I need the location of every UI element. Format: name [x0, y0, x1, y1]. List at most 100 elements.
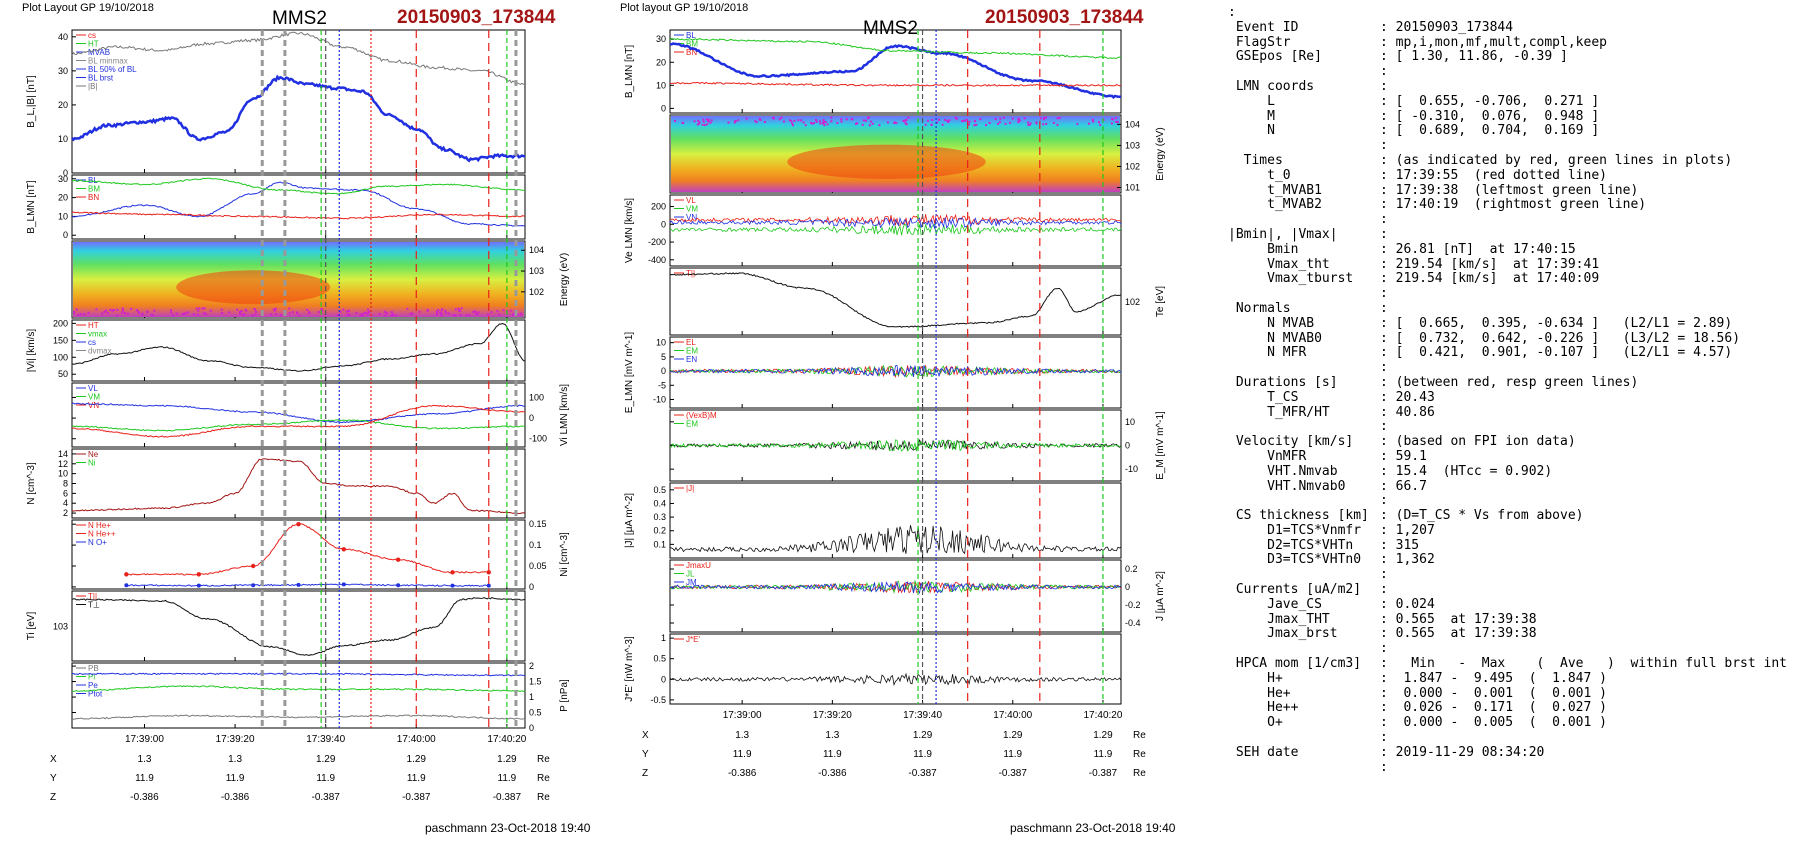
spacecraft-title: MMS2	[863, 18, 918, 39]
spectrogram-noise	[339, 310, 342, 313]
spectrogram-noise	[871, 122, 874, 125]
legend-entry: HT	[88, 40, 99, 49]
tick-label: -10	[1125, 464, 1138, 474]
spectrogram-noise	[459, 309, 462, 312]
summary-value: :	[1380, 286, 1388, 302]
summary-value: : [ 0.421, 0.901, -0.107 ] (L2/L1 = 4.57…	[1380, 345, 1733, 361]
spectrogram-noise	[454, 314, 457, 317]
position-value: 1.29	[497, 754, 517, 765]
spectrogram-noise	[697, 119, 700, 122]
spectrogram-noise	[771, 116, 774, 119]
legend-entry: vmax	[88, 330, 107, 339]
spectrogram-noise	[270, 313, 273, 316]
spectrogram-noise	[440, 312, 443, 315]
spectrogram-noise	[758, 117, 761, 120]
spectrogram-noise	[819, 122, 822, 125]
legend-entry: BL 50% of BL	[88, 65, 137, 74]
spectrogram-noise	[1027, 124, 1030, 127]
event-id-title: 20150903_173844	[985, 7, 1144, 28]
summary-value: : 219.54 [km/s] at 17:39:41	[1380, 256, 1600, 272]
summary-line: N: [ 0.689, 0.704, 0.169 ]	[1228, 123, 1798, 139]
spectrogram-noise	[239, 312, 242, 315]
spectrogram-noise	[954, 116, 957, 119]
spectrogram-noise	[1112, 118, 1115, 121]
spectrogram-noise	[121, 307, 124, 310]
spectrogram-noise	[809, 121, 812, 124]
spectrogram-noise	[175, 312, 178, 315]
series-line	[669, 581, 1122, 595]
summary-key: N MVAB	[1228, 315, 1315, 331]
spectrogram-noise	[895, 122, 898, 125]
spectrogram-noise	[457, 307, 460, 310]
spectrogram-noise	[840, 120, 843, 123]
spectrogram-noise	[141, 313, 144, 316]
series-line	[71, 402, 526, 424]
axis-label: B_LMN [nT]	[26, 180, 37, 234]
summary-value: :	[1380, 419, 1388, 435]
spectrogram-noise	[1002, 116, 1005, 119]
spectrogram-noise	[1011, 117, 1014, 120]
spectrogram-noise	[109, 308, 112, 311]
data-point	[296, 521, 301, 527]
spectrogram-noise	[318, 311, 321, 314]
summary-line: :	[1228, 212, 1798, 228]
tick-label: 30	[58, 66, 68, 76]
spectrogram-noise	[236, 308, 239, 311]
spectrogram-noise	[363, 312, 366, 315]
spectrogram-noise	[113, 308, 116, 311]
position-value: 1.3	[138, 754, 152, 765]
spectrogram-noise	[826, 123, 829, 126]
spectrogram-noise	[104, 309, 107, 312]
spectrogram-noise	[1042, 118, 1045, 121]
spectrogram-noise	[868, 124, 871, 127]
summary-value: :	[1380, 730, 1388, 746]
spectrogram-noise	[836, 122, 839, 125]
spectrogram-noise	[707, 118, 710, 121]
legend-entry: VL	[686, 196, 696, 205]
tick-label: 5	[661, 352, 666, 362]
spectrogram-noise	[926, 119, 929, 122]
spectrogram-noise	[465, 314, 468, 317]
spectrogram-noise	[445, 312, 448, 315]
spectrogram-noise	[239, 310, 242, 313]
spectrogram-noise	[1043, 116, 1046, 119]
summary-key: Jmax_THT	[1228, 611, 1330, 627]
spectrogram-noise	[272, 308, 275, 311]
summary-value: : 315	[1380, 537, 1420, 553]
summary-value: : 17:39:38 (leftmost green line)	[1380, 182, 1639, 198]
summary-value: : (as indicated by red, green lines in p…	[1380, 152, 1733, 168]
axis-label: Vi LMN [km/s]	[559, 384, 570, 446]
summary-value: : [ 0.732, 0.642, -0.226 ] (L3/L2 = 18.5…	[1380, 330, 1741, 346]
spectrogram-noise	[240, 310, 243, 313]
summary-key: D2=TCS*VHTn	[1228, 537, 1354, 553]
summary-value: : 59.1	[1380, 448, 1427, 464]
tick-label: 20	[58, 100, 68, 110]
tick-label: 20	[656, 57, 666, 67]
position-value: 1.3	[825, 730, 839, 741]
spectrogram-noise	[1099, 124, 1102, 127]
panel-frame	[71, 590, 526, 662]
time-tick-label: 17:40:00	[993, 710, 1032, 721]
spectrogram-noise	[754, 120, 757, 123]
spectrogram-noise	[360, 313, 363, 316]
series-line	[669, 365, 1122, 378]
time-tick-label: 17:39:00	[723, 710, 762, 721]
plot-header: Plot layout GP 19/10/2018	[620, 2, 749, 14]
spectrogram-noise	[1018, 119, 1021, 122]
spectrogram-noise	[763, 120, 766, 123]
spectrogram-noise	[709, 121, 712, 124]
tick-label: 102	[1125, 297, 1140, 307]
summary-line: :	[1228, 6, 1798, 21]
position-unit: Re	[537, 792, 550, 803]
spectrogram-noise	[116, 308, 119, 311]
summary-value: : [ 0.655, -0.706, 0.271 ]	[1380, 93, 1600, 109]
position-value: 11.9	[498, 773, 517, 784]
summary-value: : 20150903_173844	[1380, 19, 1514, 35]
summary-line: N MVAB0: [ 0.732, 0.642, -0.226 ] (L3/L2…	[1228, 330, 1798, 347]
tick-label: -400	[648, 255, 666, 265]
spectrogram-noise	[864, 119, 867, 122]
series-line	[126, 523, 489, 576]
spectrogram-noise	[444, 309, 447, 312]
